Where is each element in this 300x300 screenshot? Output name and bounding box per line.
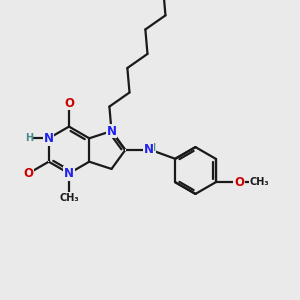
Text: O: O [234,176,244,189]
Text: H: H [147,143,155,154]
Text: C: C [125,149,126,151]
Text: CH₃: CH₃ [249,177,269,187]
Text: N: N [144,143,154,156]
Text: N: N [106,124,116,138]
Text: H: H [25,133,33,143]
Text: C: C [48,161,49,162]
Text: O: O [23,167,34,180]
Text: N: N [64,167,74,180]
Text: N: N [44,132,54,145]
Text: N: N [44,132,54,145]
Text: N: N [64,167,74,180]
Text: O: O [64,97,74,110]
Text: CH₃: CH₃ [59,193,79,203]
